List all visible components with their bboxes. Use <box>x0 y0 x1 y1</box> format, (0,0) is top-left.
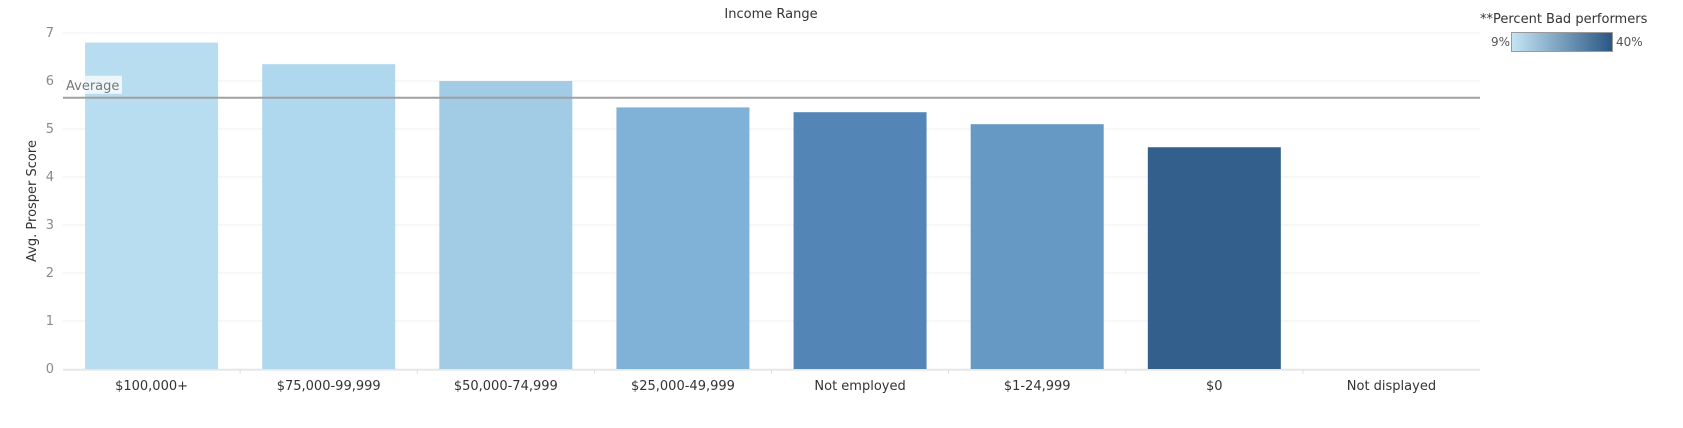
x-tick-label: $25,000-49,999 <box>631 379 735 394</box>
legend-title: **Percent Bad performers <box>1480 12 1648 27</box>
x-tick-label: Not employed <box>814 379 905 394</box>
x-tick-label: $0 <box>1206 379 1223 394</box>
x-tick-label: $1-24,999 <box>1004 379 1071 394</box>
average-label-background <box>64 75 122 94</box>
chart-title: Income Range <box>724 7 817 22</box>
x-tick-label: Not displayed <box>1347 379 1436 394</box>
bar[interactable] <box>439 81 573 369</box>
x-tick-label: $75,000-99,999 <box>277 379 381 394</box>
bar[interactable] <box>793 112 927 369</box>
y-tick-label: 5 <box>46 122 54 137</box>
legend-min-label: 9% <box>1490 35 1510 49</box>
y-axis-title: Avg. Prosper Score <box>25 140 40 262</box>
x-tick-label: $50,000-74,999 <box>454 379 558 394</box>
average-label: Average <box>66 79 119 94</box>
bar[interactable] <box>1147 147 1281 369</box>
bar[interactable] <box>262 64 396 369</box>
y-tick-label: 1 <box>46 314 54 329</box>
y-tick-label: 6 <box>46 74 54 89</box>
legend-color-gradient <box>1511 32 1613 52</box>
y-tick-label: 4 <box>46 170 54 185</box>
y-tick-label: 0 <box>46 362 54 377</box>
bar[interactable] <box>616 107 750 370</box>
y-tick-label: 7 <box>46 26 54 41</box>
y-tick-label: 3 <box>46 218 54 233</box>
x-tick-label: $100,000+ <box>115 379 188 394</box>
y-tick-label: 2 <box>46 266 54 281</box>
bar[interactable] <box>970 124 1104 369</box>
legend-max-label: 40% <box>1616 35 1643 49</box>
